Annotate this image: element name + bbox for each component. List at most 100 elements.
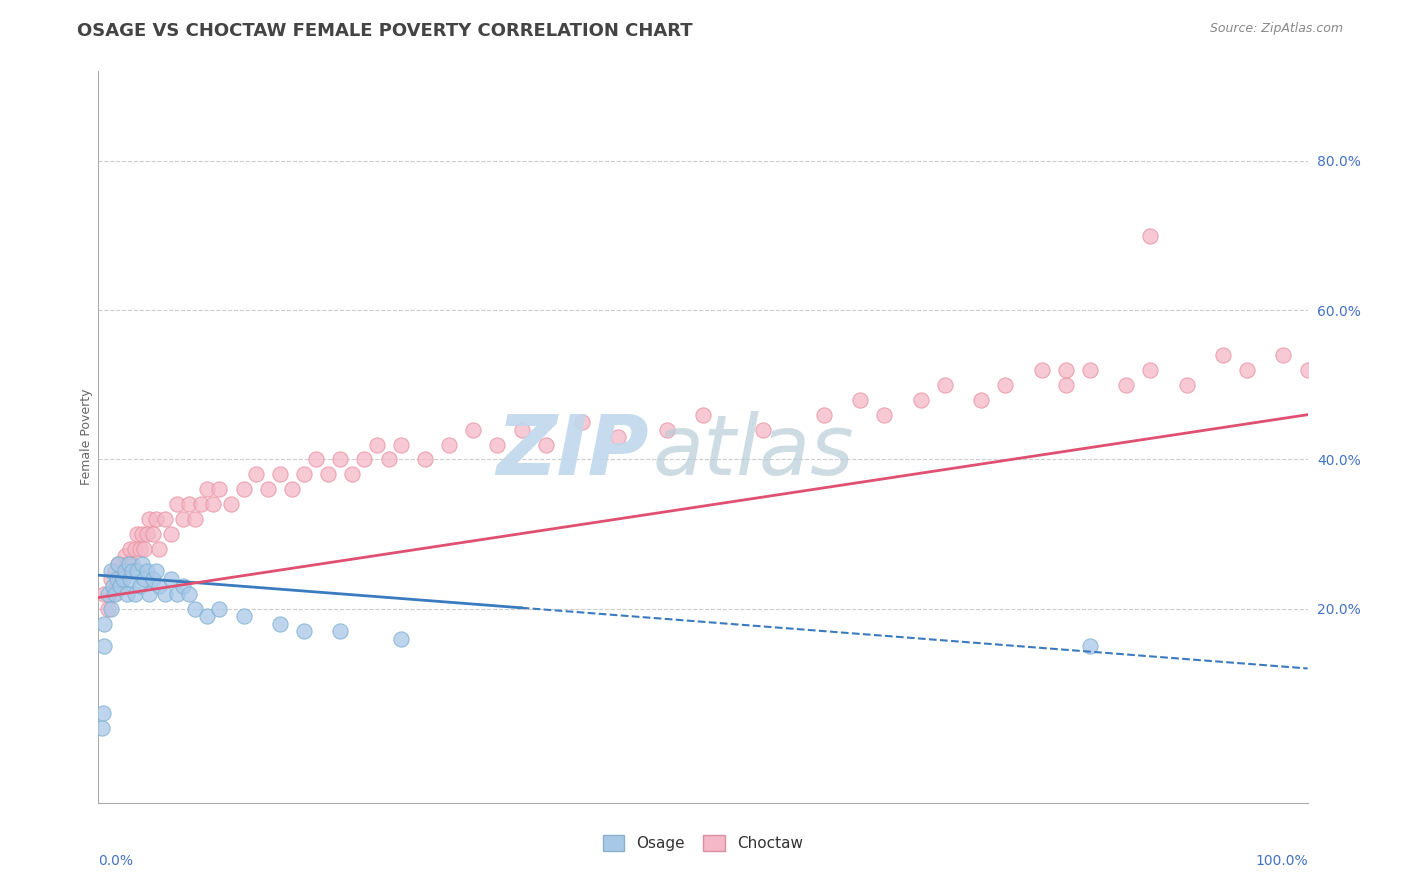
Point xyxy=(316,467,339,482)
Point xyxy=(100,601,122,615)
Point xyxy=(148,579,170,593)
Point xyxy=(97,601,120,615)
Point xyxy=(1031,363,1053,377)
Point xyxy=(118,542,141,557)
Point xyxy=(377,452,399,467)
Point xyxy=(221,497,243,511)
Text: 100.0%: 100.0% xyxy=(1256,854,1308,868)
Point xyxy=(245,467,267,482)
Point xyxy=(134,542,156,557)
Point xyxy=(108,572,131,586)
Point xyxy=(127,565,149,579)
Y-axis label: Female Poverty: Female Poverty xyxy=(80,389,93,485)
Point xyxy=(849,392,872,407)
Point xyxy=(131,527,153,541)
Point xyxy=(135,565,157,579)
Point xyxy=(118,557,141,571)
Point xyxy=(571,415,593,429)
Point xyxy=(366,437,388,451)
Point xyxy=(124,542,146,557)
Point xyxy=(127,527,149,541)
Point xyxy=(534,437,557,451)
Point xyxy=(292,467,315,482)
Point xyxy=(160,572,183,586)
Point xyxy=(145,512,167,526)
Point xyxy=(100,572,122,586)
Point xyxy=(101,579,124,593)
Point xyxy=(179,587,201,601)
Text: ZIP: ZIP xyxy=(496,411,648,492)
Point xyxy=(232,483,254,497)
Point xyxy=(135,527,157,541)
Point xyxy=(121,565,143,579)
Point xyxy=(153,512,176,526)
Point xyxy=(486,437,509,451)
Point xyxy=(195,483,218,497)
Point xyxy=(389,632,412,646)
Point xyxy=(353,452,375,467)
Point xyxy=(463,423,485,437)
Text: atlas: atlas xyxy=(652,411,853,492)
Point xyxy=(114,565,136,579)
Point xyxy=(107,557,129,571)
Point xyxy=(305,452,328,467)
Point xyxy=(934,377,956,392)
Point xyxy=(1078,363,1101,377)
Point xyxy=(202,497,225,511)
Point xyxy=(1236,363,1258,377)
Point xyxy=(752,423,775,437)
Point xyxy=(281,483,304,497)
Point xyxy=(1115,377,1137,392)
Text: OSAGE VS CHOCTAW FEMALE POVERTY CORRELATION CHART: OSAGE VS CHOCTAW FEMALE POVERTY CORRELAT… xyxy=(77,22,693,40)
Point xyxy=(91,721,114,735)
Point xyxy=(208,483,231,497)
Point xyxy=(692,408,714,422)
Point xyxy=(873,408,896,422)
Point xyxy=(131,557,153,571)
Text: Source: ZipAtlas.com: Source: ZipAtlas.com xyxy=(1209,22,1343,36)
Point xyxy=(93,587,115,601)
Point xyxy=(269,467,291,482)
Point xyxy=(208,601,231,615)
Point xyxy=(1212,348,1234,362)
Point xyxy=(128,542,150,557)
Point xyxy=(655,423,678,437)
Point xyxy=(1139,363,1161,377)
Point xyxy=(172,512,194,526)
Point xyxy=(145,565,167,579)
Point xyxy=(389,437,412,451)
Point xyxy=(166,587,188,601)
Point xyxy=(1296,363,1319,377)
Point xyxy=(128,579,150,593)
Point xyxy=(413,452,436,467)
Point xyxy=(93,639,115,653)
Point xyxy=(179,497,201,511)
Point xyxy=(510,423,533,437)
Point xyxy=(100,565,122,579)
Point xyxy=(172,579,194,593)
Point xyxy=(105,572,128,586)
Point xyxy=(121,557,143,571)
Text: 0.0%: 0.0% xyxy=(98,854,134,868)
Point xyxy=(232,609,254,624)
Point xyxy=(91,706,114,721)
Point xyxy=(292,624,315,639)
Point xyxy=(117,587,139,601)
Point xyxy=(114,549,136,564)
Point xyxy=(160,527,183,541)
Point xyxy=(184,601,207,615)
Point xyxy=(166,497,188,511)
Point xyxy=(1054,377,1077,392)
Point xyxy=(142,572,165,586)
Point xyxy=(910,392,932,407)
Point xyxy=(111,572,134,586)
Point xyxy=(97,587,120,601)
Point xyxy=(1272,348,1295,362)
Point xyxy=(994,377,1017,392)
Point xyxy=(124,587,146,601)
Point xyxy=(108,579,131,593)
Point xyxy=(104,565,127,579)
Point xyxy=(813,408,835,422)
Point xyxy=(105,579,128,593)
Point xyxy=(134,572,156,586)
